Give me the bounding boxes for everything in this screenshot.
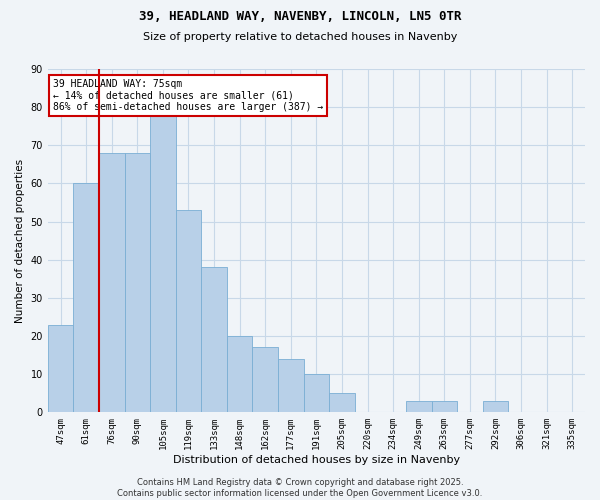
Bar <box>48 324 73 412</box>
Text: 39 HEADLAND WAY: 75sqm
← 14% of detached houses are smaller (61)
86% of semi-det: 39 HEADLAND WAY: 75sqm ← 14% of detached… <box>53 80 323 112</box>
Bar <box>227 336 253 412</box>
Bar <box>278 359 304 412</box>
Text: Contains HM Land Registry data © Crown copyright and database right 2025.
Contai: Contains HM Land Registry data © Crown c… <box>118 478 482 498</box>
Bar <box>329 394 355 412</box>
Bar <box>201 268 227 412</box>
X-axis label: Distribution of detached houses by size in Navenby: Distribution of detached houses by size … <box>173 455 460 465</box>
Bar <box>431 401 457 412</box>
Bar <box>253 348 278 412</box>
Bar <box>304 374 329 412</box>
Text: 39, HEADLAND WAY, NAVENBY, LINCOLN, LN5 0TR: 39, HEADLAND WAY, NAVENBY, LINCOLN, LN5 … <box>139 10 461 23</box>
Bar <box>482 401 508 412</box>
Text: Size of property relative to detached houses in Navenby: Size of property relative to detached ho… <box>143 32 457 42</box>
Bar <box>125 153 150 412</box>
Bar <box>176 210 201 412</box>
Bar <box>99 153 125 412</box>
Bar <box>150 107 176 412</box>
Bar <box>73 184 99 412</box>
Bar <box>406 401 431 412</box>
Y-axis label: Number of detached properties: Number of detached properties <box>15 158 25 322</box>
